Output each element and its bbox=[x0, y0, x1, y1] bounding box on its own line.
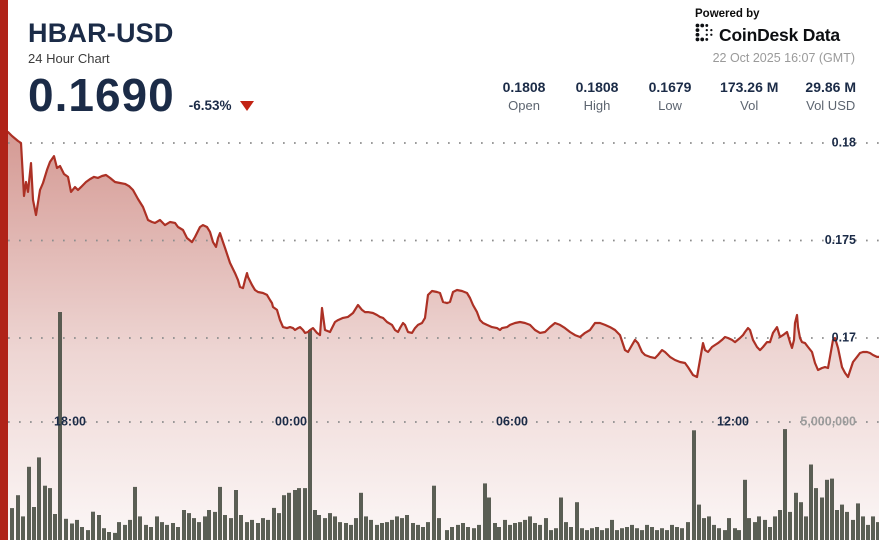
stat-value: 29.86 M bbox=[805, 79, 856, 95]
svg-text:00:00: 00:00 bbox=[275, 414, 307, 428]
brand-row: CoinDesk Data bbox=[695, 23, 855, 47]
axis-labels: 0.18 0.175 0.17 18:00 00:00 06:00 12:00 5,000,0… bbox=[54, 135, 856, 428]
symbol-title: HBAR-USD bbox=[28, 18, 174, 48]
svg-text:06:00: 06:00 bbox=[496, 414, 528, 428]
brand-name: CoinDesk Data bbox=[719, 24, 840, 45]
down-arrow-icon bbox=[240, 100, 255, 111]
price-area-fill bbox=[8, 132, 879, 540]
stat-label: High bbox=[583, 98, 611, 113]
stat-value: 0.1808 bbox=[575, 79, 619, 95]
price-row: 0.1690 -6.53% bbox=[28, 69, 255, 121]
stats-row: 0.1808 Open 0.1808 High 0.1679 Low 173.2… bbox=[501, 79, 856, 113]
timestamp: 22 Oct 2025 16:07 (GMT) bbox=[712, 51, 855, 65]
chart-subtitle: 24 Hour Chart bbox=[28, 51, 110, 66]
stat-label: Open bbox=[508, 98, 540, 113]
stat-volume-usd: 29.86 M Vol USD bbox=[805, 79, 856, 113]
stat-value: 173.26 M bbox=[720, 79, 779, 95]
stat-high: 0.1808 High bbox=[574, 79, 620, 113]
change-badge: -6.53% bbox=[189, 98, 255, 113]
branding-block: Powered by CoinDesk Data 22 Oct 2025 16:… bbox=[695, 8, 855, 65]
stat-volume: 173.26 M Vol bbox=[720, 79, 778, 113]
svg-text:0.17: 0.17 bbox=[832, 330, 856, 344]
left-accent-bar bbox=[0, 0, 8, 540]
powered-by-label: Powered by bbox=[695, 8, 760, 20]
header: HBAR-USD 24 Hour Chart 0.1690 -6.53% bbox=[28, 18, 255, 121]
last-price: 0.1690 bbox=[28, 69, 175, 121]
stat-open: 0.1808 Open bbox=[501, 79, 547, 113]
stat-value: 0.1808 bbox=[502, 79, 546, 95]
change-percent: -6.53% bbox=[188, 98, 232, 114]
svg-text:0.175: 0.175 bbox=[825, 233, 856, 247]
volume-bars bbox=[10, 312, 879, 540]
svg-text:18:00: 18:00 bbox=[54, 414, 86, 428]
stat-label: Low bbox=[658, 98, 682, 113]
svg-text:0.18: 0.18 bbox=[832, 135, 856, 149]
stat-value: 0.1679 bbox=[648, 79, 692, 95]
stat-label: Vol bbox=[740, 98, 759, 113]
coindesk-logo-icon bbox=[695, 23, 714, 47]
stat-label: Vol USD bbox=[806, 98, 856, 113]
stat-low: 0.1679 Low bbox=[647, 79, 693, 113]
svg-text:5,000,000: 5,000,000 bbox=[800, 414, 856, 428]
svg-text:12:00: 12:00 bbox=[717, 414, 749, 428]
price-line bbox=[6, 131, 879, 379]
